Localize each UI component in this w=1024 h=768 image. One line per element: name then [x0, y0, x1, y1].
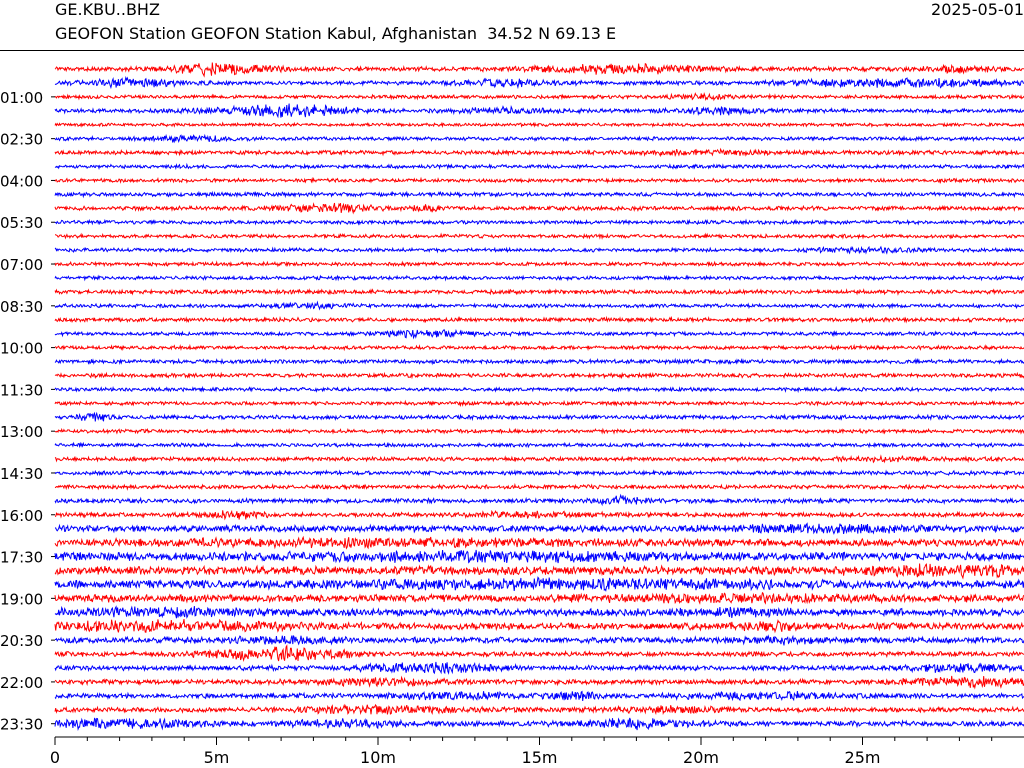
trace-row	[54, 493, 1024, 507]
y-tick-label: 22:00	[0, 674, 43, 692]
trace-row	[54, 288, 1024, 296]
trace-row	[54, 371, 1024, 380]
y-tick-label: 01:00	[0, 89, 43, 107]
y-tick-label: 05:30	[0, 214, 43, 232]
trace-row	[54, 563, 1024, 580]
y-tick-label: 16:00	[0, 507, 43, 525]
trace-row	[54, 62, 1024, 78]
trace-row	[54, 202, 1024, 215]
x-tick-label: 10m	[360, 748, 396, 767]
x-tick-label: 20m	[683, 748, 719, 767]
trace-row	[54, 509, 1024, 521]
plot-date: 2025-05-01	[931, 0, 1024, 19]
trace-row	[54, 576, 1024, 592]
trace-row	[54, 703, 1024, 716]
minute-axis: 0 5m 10m 15m 20m 25m	[50, 736, 1024, 767]
trace-row	[54, 441, 1024, 449]
y-tick-label: 13:00	[0, 423, 43, 441]
trace-row	[54, 427, 1024, 435]
x-tick-label: 5m	[204, 748, 230, 767]
trace-row	[54, 675, 1024, 690]
trace-row	[54, 411, 1024, 422]
trace-row	[54, 218, 1024, 226]
trace-row	[54, 133, 1024, 144]
y-tick-label: 19:00	[0, 590, 43, 608]
trace-row	[54, 92, 1024, 102]
station-code: GE.KBU..BHZ	[55, 0, 160, 19]
trace-row	[54, 661, 1024, 675]
trace-row	[54, 469, 1024, 477]
trace-row	[54, 690, 1024, 702]
y-tick-label: 07:00	[0, 256, 43, 274]
y-tick-label: 08:30	[0, 298, 43, 316]
trace-row	[54, 121, 1024, 129]
trace-row	[54, 328, 1024, 340]
y-tick-label: 11:30	[0, 381, 43, 399]
trace-row	[54, 385, 1024, 394]
y-tick-label: 23:30	[0, 716, 43, 734]
x-tick-label: 15m	[522, 748, 558, 767]
time-axis: 01:00 02:30 04:00 05:30 07:00 08:30 10:00 11:30…	[0, 89, 55, 734]
trace-row	[54, 535, 1024, 550]
trace-row	[54, 644, 1024, 663]
trace-row	[54, 274, 1024, 282]
trace-row	[54, 717, 1024, 731]
trace-row	[54, 605, 1024, 619]
trace-row	[55, 634, 1024, 646]
trace-row	[54, 147, 1024, 158]
y-tick-label: 10:00	[0, 340, 43, 358]
trace-row	[54, 591, 1024, 605]
y-tick-label: 04:00	[0, 172, 43, 190]
trace-row	[54, 245, 1024, 255]
header-divider	[0, 50, 1024, 51]
trace-row	[54, 190, 1024, 199]
y-tick-label: 17:30	[0, 549, 43, 567]
y-tick-label: 14:30	[0, 465, 43, 483]
trace-row	[54, 618, 1024, 634]
trace-row	[54, 454, 1024, 464]
seismogram-traces	[54, 62, 1024, 731]
trace-row	[54, 75, 1024, 90]
trace-row	[54, 176, 1024, 185]
trace-row	[54, 357, 1024, 366]
trace-row	[54, 549, 1024, 564]
y-tick-label: 02:30	[0, 131, 43, 149]
trace-row	[54, 162, 1024, 171]
trace-row	[54, 315, 1024, 324]
trace-row	[54, 399, 1024, 408]
y-tick-label: 20:30	[0, 632, 43, 650]
x-tick-label: 0	[50, 748, 60, 767]
trace-row	[54, 103, 1024, 119]
trace-row	[54, 300, 1024, 311]
trace-row	[54, 482, 1024, 491]
trace-row	[54, 260, 1024, 268]
trace-row	[54, 343, 1024, 352]
x-tick-label: 25m	[845, 748, 881, 767]
trace-row	[55, 232, 1024, 240]
station-description: GEOFON Station GEOFON Station Kabul, Afg…	[55, 24, 617, 43]
trace-row	[54, 522, 1024, 535]
